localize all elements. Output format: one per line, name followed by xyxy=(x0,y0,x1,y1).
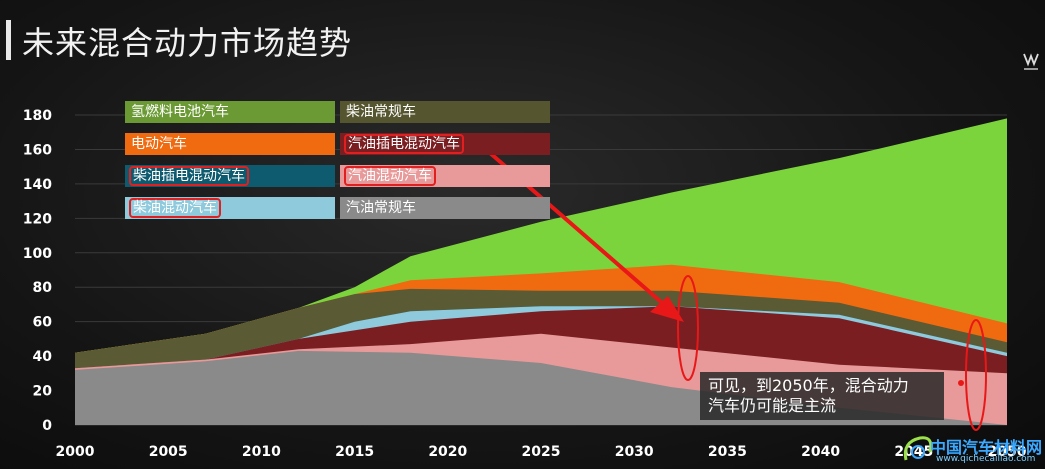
legend-item: 汽油插电混动汽车 xyxy=(340,133,550,155)
legend-label: 氢燃料电池汽车 xyxy=(131,104,229,120)
y-axis-ticks: 0 20 40 60 80 100 120 140 160 180 xyxy=(23,108,52,434)
y-tick-40: 40 xyxy=(33,349,53,365)
y-tick-140: 140 xyxy=(23,177,52,193)
annotation-ellipse-2033 xyxy=(677,275,699,381)
y-tick-20: 20 xyxy=(33,384,53,400)
title-accent-bar xyxy=(6,20,11,60)
x-axis-ticks: 2000 2005 2010 2015 2020 2025 2030 2035 2040 2045… xyxy=(56,444,1027,460)
legend-item: 柴油常规车 xyxy=(340,101,550,123)
annotation-arrow-head xyxy=(650,296,684,322)
legend-label: 汽油常规车 xyxy=(346,200,416,216)
y-tick-160: 160 xyxy=(23,142,52,158)
legend-label: 汽油混动汽车 xyxy=(344,166,436,186)
annotation-dot xyxy=(958,380,964,386)
x-tick-2040: 2040 xyxy=(801,444,840,460)
legend-item: 柴油插电混动汽车 xyxy=(125,165,335,187)
x-tick-2010: 2010 xyxy=(242,444,281,460)
y-tick-80: 80 xyxy=(33,280,53,296)
x-tick-2000: 2000 xyxy=(56,444,95,460)
y-tick-180: 180 xyxy=(23,108,52,124)
x-tick-2020: 2020 xyxy=(428,444,467,460)
page-title: 未来混合动力市场趋势 xyxy=(22,24,353,62)
legend-item: 汽油混动汽车 xyxy=(340,165,550,187)
legend-item: 汽油常规车 xyxy=(340,197,550,219)
watermark-logo-icon xyxy=(903,436,933,461)
brand-logo-icon xyxy=(1023,53,1039,70)
x-tick-2005: 2005 xyxy=(149,444,188,460)
legend-label: 电动汽车 xyxy=(131,136,187,152)
legend-label: 柴油插电混动汽车 xyxy=(129,166,249,186)
annotation-ellipse-2050 xyxy=(965,319,987,431)
legend-item: 电动汽车 xyxy=(125,133,335,155)
x-tick-2050: 2050 xyxy=(988,444,1027,460)
x-tick-2035: 2035 xyxy=(708,444,747,460)
legend-label: 汽油插电混动汽车 xyxy=(344,134,464,154)
y-tick-100: 100 xyxy=(23,246,52,262)
callout-line-2: 汽车仍可能是主流 xyxy=(708,396,837,415)
x-tick-2015: 2015 xyxy=(335,444,374,460)
legend-item: 柴油混动汽车 xyxy=(125,197,335,219)
conclusion-callout: 可见，到2050年，混合动力 汽车仍可能是主流 xyxy=(700,372,944,420)
legend-label: 柴油混动汽车 xyxy=(129,198,221,218)
callout-line-1: 可见，到2050年，混合动力 xyxy=(708,376,909,395)
y-tick-0: 0 xyxy=(42,418,52,434)
legend-item: 氢燃料电池汽车 xyxy=(125,101,335,123)
y-tick-60: 60 xyxy=(33,315,53,331)
x-tick-2030: 2030 xyxy=(615,444,654,460)
legend-label: 柴油常规车 xyxy=(346,104,416,120)
y-tick-120: 120 xyxy=(23,211,52,227)
watermark-text: 中国汽车材料网 xyxy=(930,438,1043,457)
watermark-url: www.qichecailiao.com xyxy=(936,454,1036,464)
x-tick-2025: 2025 xyxy=(522,444,561,460)
